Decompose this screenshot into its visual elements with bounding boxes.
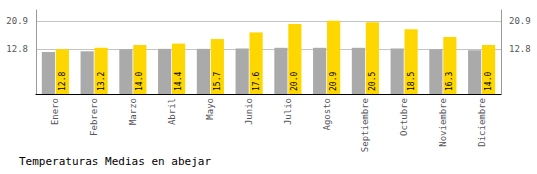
svg-text:16.3: 16.3 [445, 72, 454, 91]
svg-text:Agosto: Agosto [322, 98, 332, 131]
svg-text:Febrero: Febrero [89, 98, 99, 136]
svg-text:15.7: 15.7 [213, 72, 222, 91]
svg-text:12.8: 12.8 [6, 44, 28, 54]
svg-text:Mayo: Mayo [205, 98, 215, 120]
svg-text:Temperaturas Medias en abejar: Temperaturas Medias en abejar [19, 155, 211, 168]
svg-text:20.0: 20.0 [290, 72, 299, 91]
svg-text:Enero: Enero [50, 98, 60, 125]
svg-text:Octubre: Octubre [399, 98, 409, 136]
svg-text:18.5: 18.5 [407, 72, 416, 91]
svg-text:14.4: 14.4 [174, 72, 183, 91]
svg-text:Marzo: Marzo [128, 98, 138, 125]
svg-text:Diciembre: Diciembre [477, 98, 487, 147]
svg-text:20.9: 20.9 [6, 16, 28, 26]
svg-text:13.2: 13.2 [97, 72, 106, 91]
svg-text:12.8: 12.8 [509, 44, 531, 54]
svg-text:20.9: 20.9 [329, 72, 338, 91]
svg-text:Junio: Junio [244, 98, 254, 125]
svg-text:Septiembre: Septiembre [360, 98, 370, 152]
svg-text:Abril: Abril [167, 98, 177, 125]
svg-text:14.0: 14.0 [484, 72, 493, 91]
svg-text:20.9: 20.9 [509, 16, 531, 26]
svg-text:Julio: Julio [283, 98, 293, 125]
svg-text:20.5: 20.5 [368, 72, 377, 91]
svg-text:Noviembre: Noviembre [438, 98, 448, 147]
svg-text:17.6: 17.6 [252, 72, 261, 91]
svg-text:14.0: 14.0 [135, 72, 144, 91]
svg-text:12.8: 12.8 [58, 72, 67, 91]
